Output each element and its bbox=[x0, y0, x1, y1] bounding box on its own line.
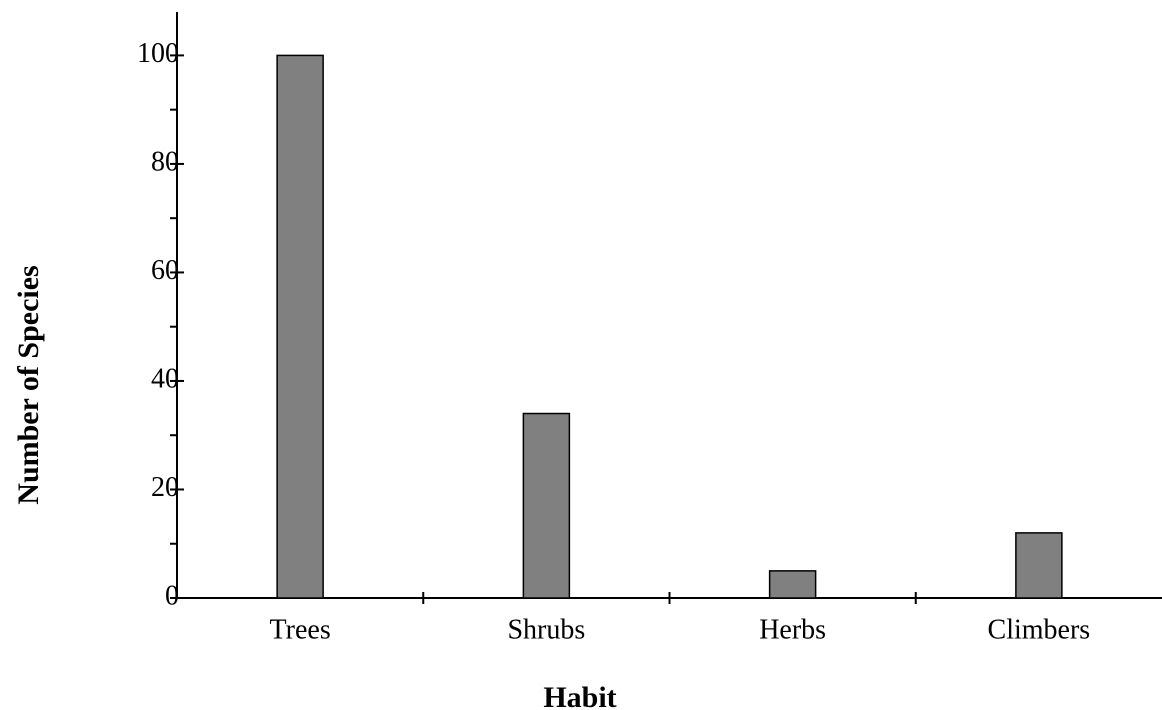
x-tick-label: Herbs bbox=[759, 614, 826, 645]
y-tick-label: 40 bbox=[151, 363, 179, 394]
bar bbox=[1015, 532, 1063, 599]
x-axis-title: Habit bbox=[543, 681, 616, 710]
y-axis-title: Number of Species bbox=[12, 265, 45, 504]
y-tick-label: 0 bbox=[165, 580, 179, 611]
y-tick-label: 80 bbox=[151, 146, 179, 177]
bar bbox=[276, 54, 324, 599]
x-tick-label: Climbers bbox=[988, 614, 1091, 645]
x-tick-label: Trees bbox=[270, 614, 331, 645]
bar bbox=[522, 412, 571, 599]
x-tick-label: Shrubs bbox=[507, 614, 585, 645]
bar bbox=[768, 570, 817, 599]
y-tick-label: 100 bbox=[137, 38, 179, 69]
y-tick-label: 60 bbox=[151, 255, 179, 286]
y-tick-label: 20 bbox=[151, 472, 179, 503]
